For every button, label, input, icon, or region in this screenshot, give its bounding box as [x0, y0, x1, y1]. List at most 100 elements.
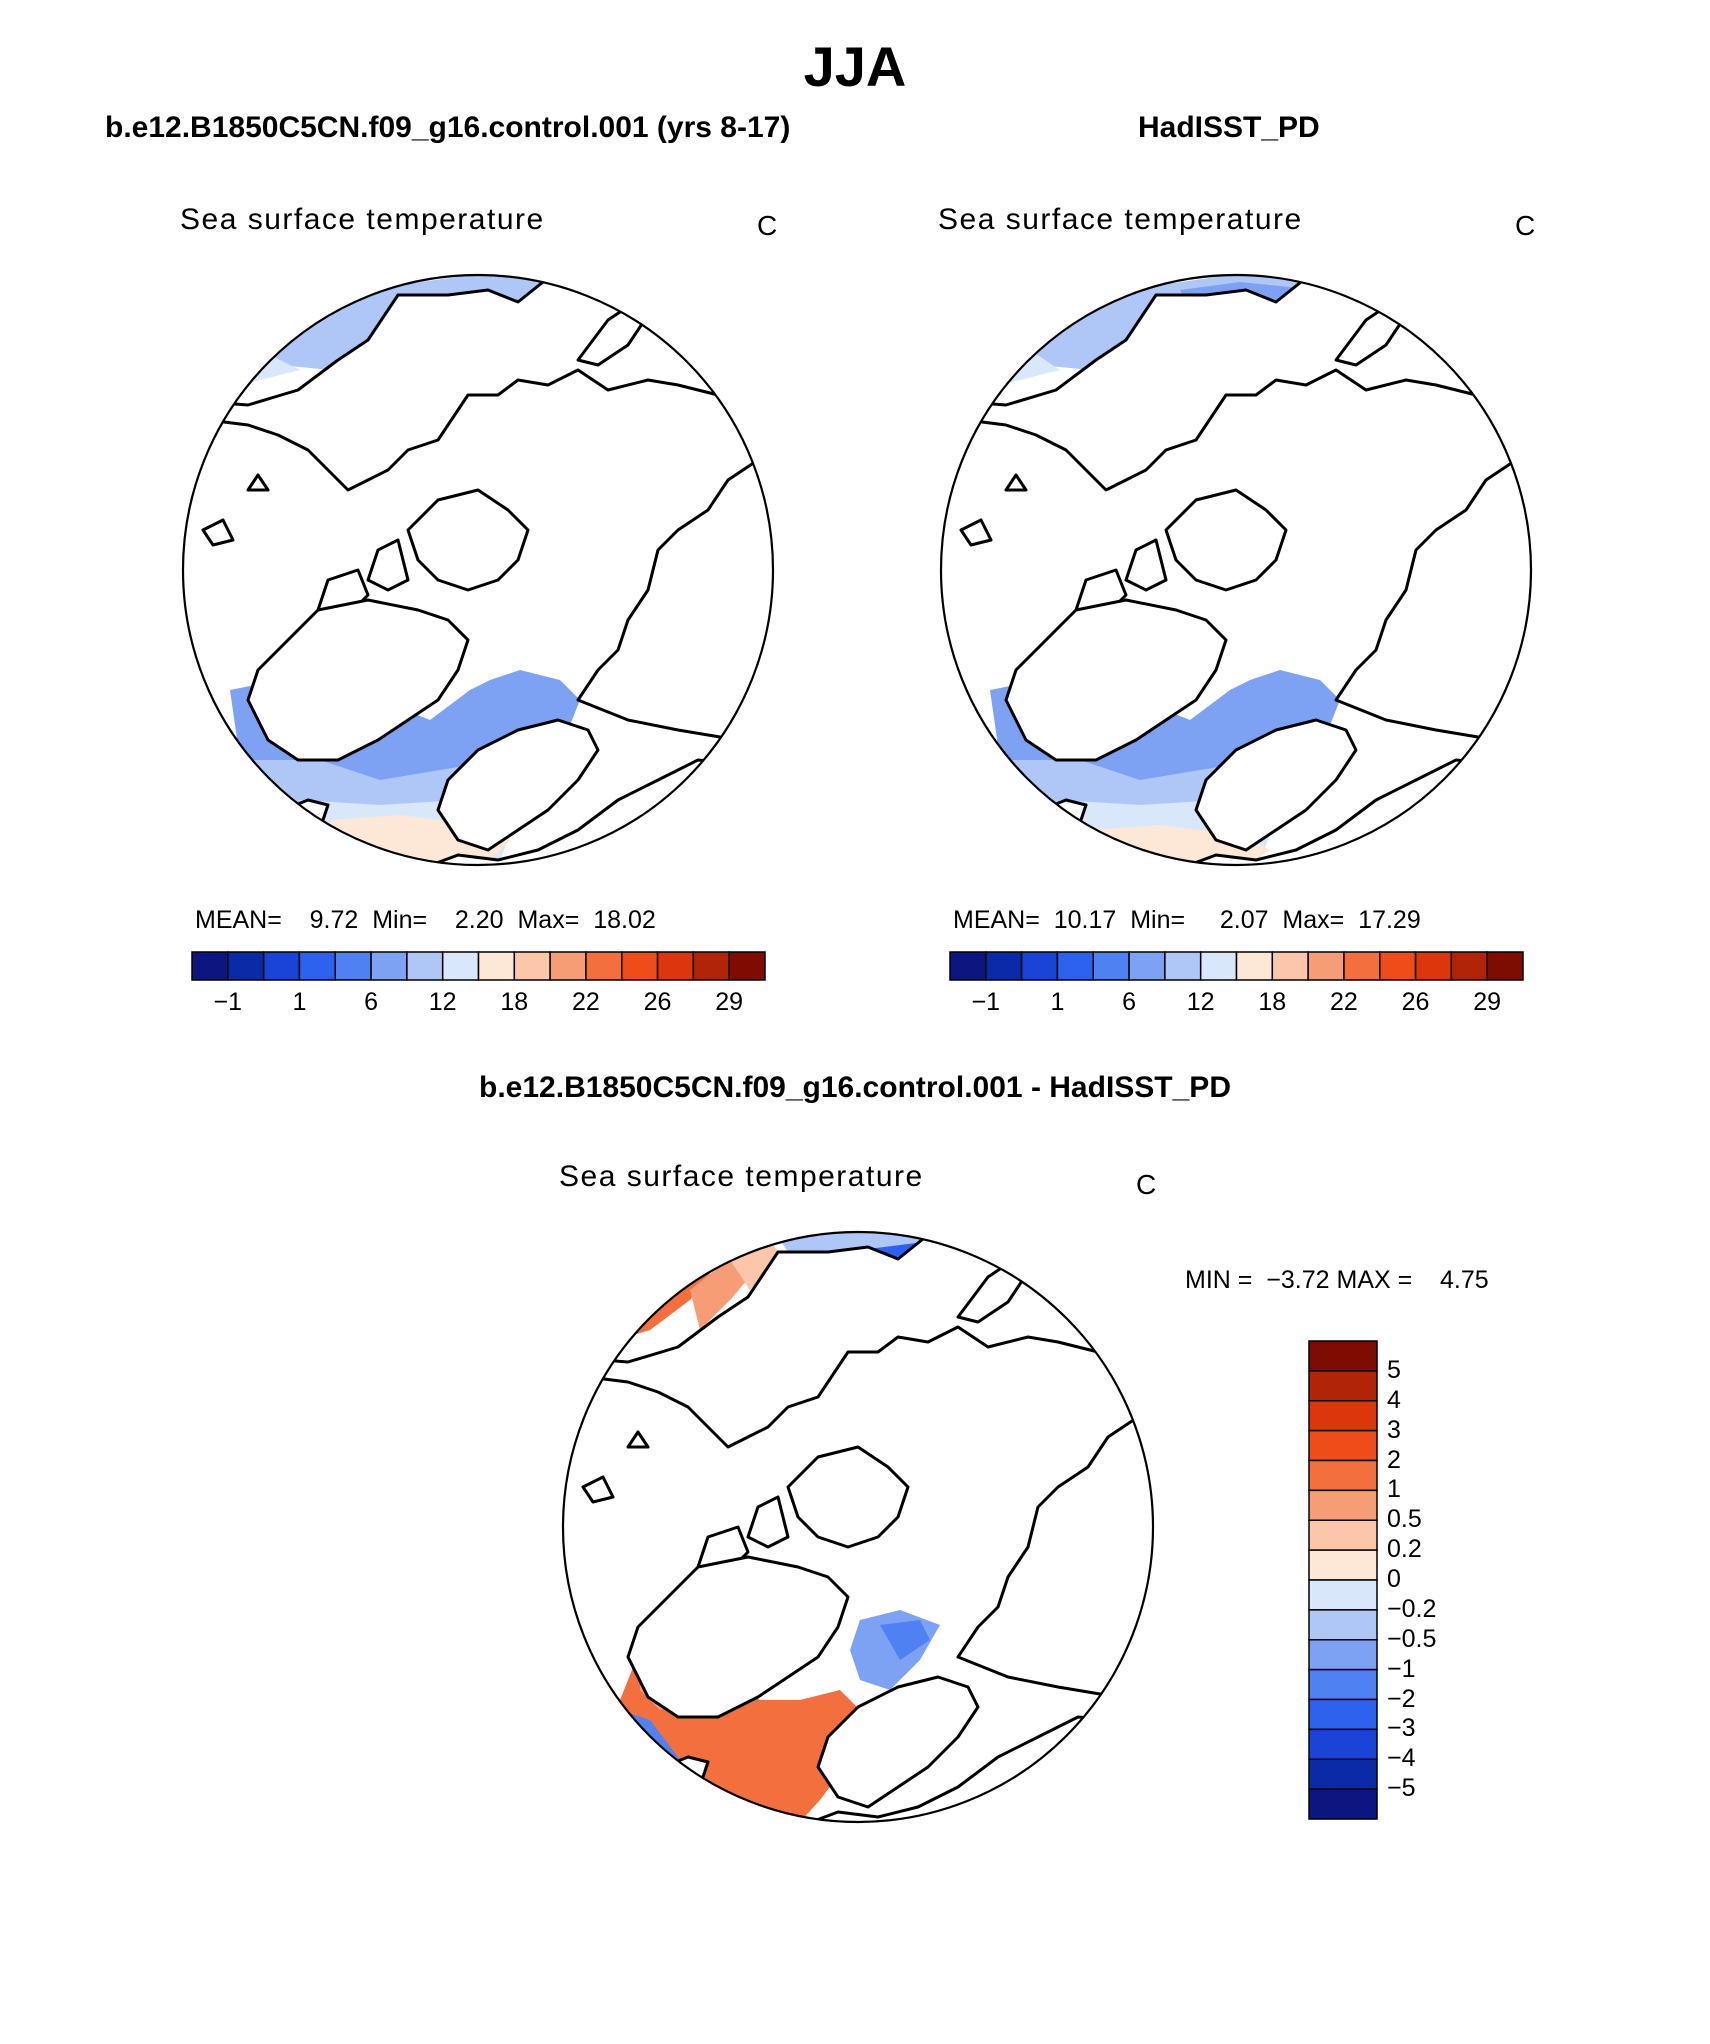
right-colorbar-swatch	[949, 951, 987, 981]
left-colorbar	[191, 951, 766, 981]
right-mean-label: MEAN=	[953, 906, 1040, 934]
diff-colorbar-tick-label: 1	[1387, 1475, 1401, 1504]
left-min-value: 2.20	[454, 906, 504, 934]
diff-colorbar-swatch	[1308, 1668, 1378, 1701]
right-colorbar-swatch	[1235, 951, 1274, 981]
right-colorbar-swatch	[1379, 951, 1417, 981]
right-colorbar-swatch	[1271, 951, 1309, 981]
left-colorbar-tick-label: −1	[213, 988, 243, 1016]
diff-units: C	[1136, 1169, 1157, 1200]
right-min-label: Min=	[1130, 906, 1186, 934]
left-case-title: b.e12.B1850C5CN.f09_g16.control.001 (yrs…	[105, 111, 791, 144]
right-colorbar-tick-label: 29	[1473, 988, 1502, 1016]
diff-map	[563, 1232, 1153, 1822]
left-max-value: 18.02	[593, 906, 656, 934]
diff-colorbar-tick-label: 0.5	[1387, 1505, 1422, 1534]
diff-colorbar-swatch	[1308, 1549, 1378, 1581]
diff-colorbar-swatch	[1308, 1340, 1378, 1372]
left-colorbar-tick-label: 22	[572, 988, 600, 1016]
diff-colorbar-tick-label: −3	[1387, 1714, 1416, 1743]
diff-stats: MIN = −3.72 MAX = 4.75	[1185, 1266, 1489, 1295]
diff-colorbar-swatch	[1308, 1758, 1378, 1790]
diff-colorbar-tick-label: 5	[1387, 1355, 1401, 1384]
left-colorbar-swatch	[692, 951, 730, 981]
left-colorbar-swatch	[585, 951, 623, 981]
diff-colorbar-tick-label: −1	[1387, 1654, 1416, 1683]
diff-colorbar-swatch	[1308, 1459, 1378, 1492]
diff-min-label: MIN =	[1185, 1266, 1253, 1294]
left-mean-value: 9.72	[309, 906, 359, 934]
right-colorbar-swatch	[985, 951, 1023, 981]
right-colorbar-swatch	[1020, 951, 1059, 981]
diff-colorbar-swatch	[1308, 1489, 1378, 1521]
left-var-title: Sea surface temperature	[180, 203, 545, 236]
right-colorbar-tick-label: 1	[1050, 988, 1065, 1016]
right-colorbar-swatch	[1056, 951, 1094, 981]
diff-colorbar-tick-label: 0.2	[1387, 1535, 1422, 1564]
left-mean-label: MEAN=	[195, 906, 282, 934]
right-colorbar-swatch	[1343, 951, 1381, 981]
diff-colorbar-swatch	[1308, 1639, 1378, 1671]
left-colorbar-swatch	[656, 951, 695, 981]
right-colorbar	[949, 951, 1524, 981]
diff-colorbar-tick-label: −0.5	[1387, 1624, 1437, 1653]
left-max-label: Max=	[517, 906, 580, 934]
left-colorbar-swatch	[406, 951, 444, 981]
right-colorbar-swatch	[1486, 951, 1524, 981]
diff-colorbar-tick-label: −4	[1387, 1744, 1416, 1773]
diff-colorbar-tick-label: 4	[1387, 1385, 1401, 1414]
left-colorbar-swatch	[621, 951, 659, 981]
diff-colorbar-tick-label: −0.2	[1387, 1594, 1437, 1623]
right-colorbar-swatch	[1414, 951, 1453, 981]
left-colorbar-swatch	[513, 951, 551, 981]
diff-case-title: b.e12.B1850C5CN.f09_g16.control.001 - Ha…	[479, 1071, 1231, 1104]
right-max-value: 17.29	[1358, 906, 1421, 934]
right-colorbar-tick-label: 6	[1122, 988, 1137, 1016]
diff-var-title: Sea surface temperature	[559, 1160, 924, 1193]
right-units: C	[1515, 210, 1536, 241]
left-colorbar-swatch	[298, 951, 336, 981]
right-colorbar-tick-label: 12	[1186, 988, 1215, 1016]
diff-colorbar	[1308, 1340, 1378, 1820]
right-colorbar-swatch	[1164, 951, 1202, 981]
diff-colorbar-tick-label: −2	[1387, 1684, 1416, 1713]
left-colorbar-swatch	[227, 951, 265, 981]
diff-colorbar-swatch	[1308, 1579, 1378, 1611]
right-colorbar-swatch	[1450, 951, 1488, 981]
diff-max-label: MAX =	[1336, 1266, 1413, 1294]
diff-colorbar-tick-label: 2	[1387, 1445, 1401, 1474]
diff-map-rim	[561, 1230, 1155, 1824]
diff-colorbar-swatch	[1308, 1519, 1378, 1551]
left-colorbar-tick-label: 26	[643, 988, 672, 1016]
diff-colorbar-swatch	[1308, 1728, 1378, 1760]
figure-title: JJA	[803, 35, 907, 98]
right-colorbar-swatch	[1199, 951, 1238, 981]
left-colorbar-swatch	[549, 951, 587, 981]
right-var-title: Sea surface temperature	[938, 203, 1303, 236]
left-stats: MEAN= 9.72 Min= 2.20 Max= 18.02	[195, 906, 656, 935]
right-colorbar-swatch	[1128, 951, 1166, 981]
diff-colorbar-swatch	[1308, 1788, 1378, 1820]
left-colorbar-swatch	[370, 951, 408, 981]
left-colorbar-tick-label: 6	[364, 988, 379, 1016]
right-mean-value: 10.17	[1053, 906, 1117, 934]
diff-colorbar-swatch	[1308, 1400, 1378, 1432]
left-colorbar-swatch	[334, 951, 372, 981]
right-colorbar-tick-label: 22	[1330, 988, 1358, 1016]
right-colorbar-swatch	[1307, 951, 1345, 981]
diff-min-value: −3.72	[1266, 1266, 1330, 1294]
left-colorbar-swatch	[728, 951, 766, 981]
right-min-value: 2.07	[1219, 906, 1269, 934]
diff-colorbar-tick-label: −5	[1387, 1774, 1416, 1803]
right-colorbar-tick-label: −1	[971, 988, 1001, 1016]
left-colorbar-swatch	[191, 951, 229, 981]
diff-colorbar-swatch	[1308, 1429, 1378, 1462]
left-colorbar-tick-label: 1	[292, 988, 307, 1016]
right-colorbar-swatch	[1092, 951, 1130, 981]
diff-colorbar-swatch	[1308, 1609, 1378, 1641]
diff-colorbar-tick-label: 0	[1387, 1565, 1401, 1593]
left-colorbar-swatch	[441, 951, 480, 981]
left-units: C	[757, 210, 778, 241]
left-colorbar-swatch	[477, 951, 516, 981]
